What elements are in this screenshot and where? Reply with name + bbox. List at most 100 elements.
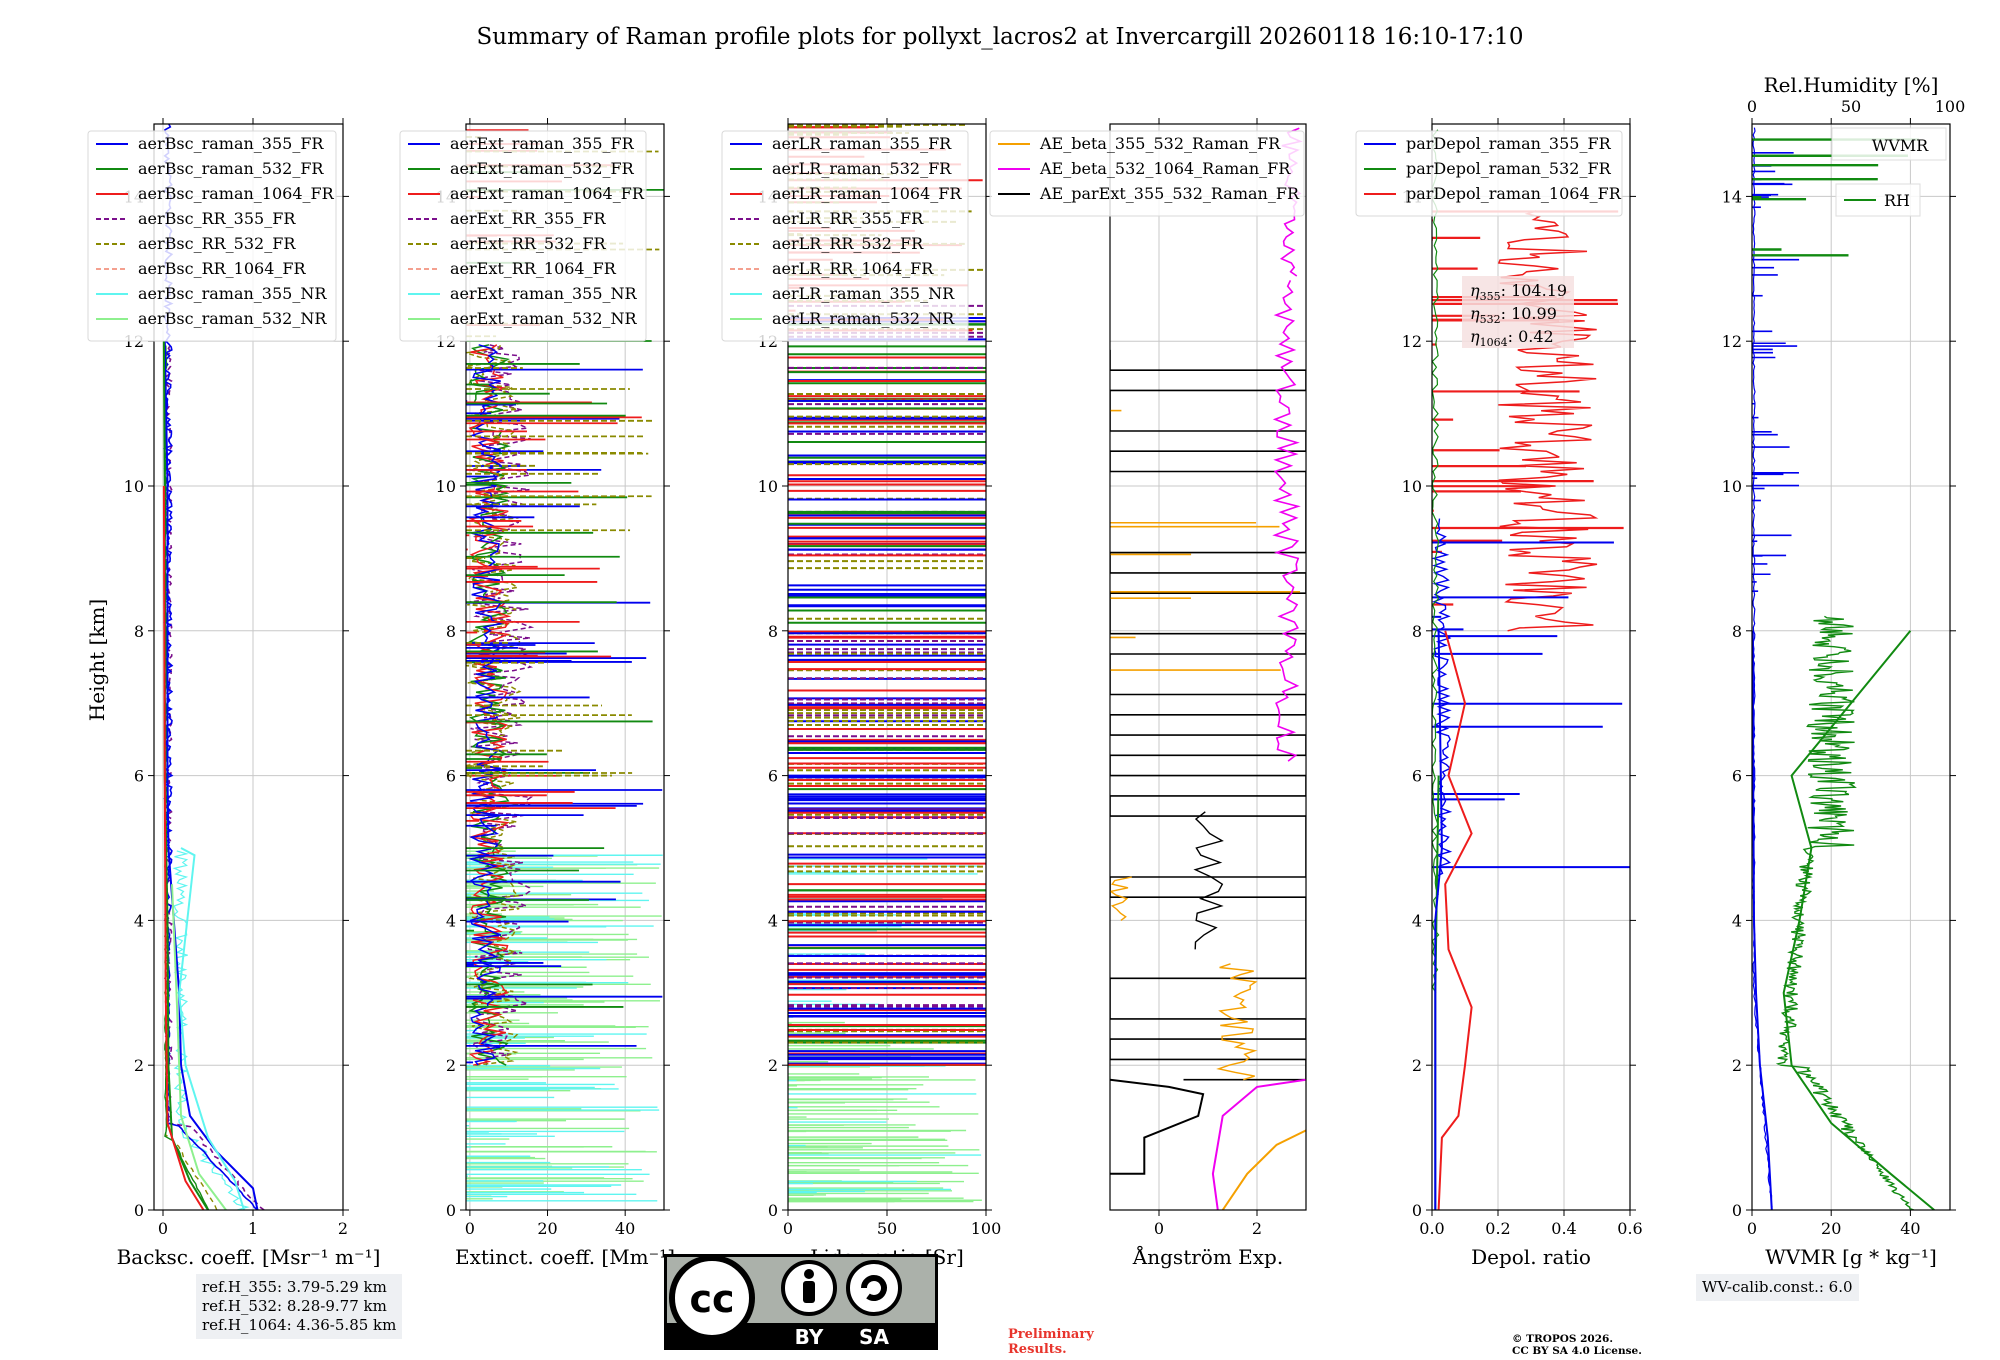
legend-label: aerBsc_RR_355_FR [138,209,296,228]
legend-ext: aerExt_raman_355_FR aerExt_raman_532_FRae… [399,130,647,342]
series-parDepol_raman_355_FR [1434,630,1443,1210]
legend-label: aerLR_raman_1064_FR [772,184,962,203]
y-tick-label: 12 [1722,332,1742,351]
eta-1064: η1064: 0.42 [1470,327,1554,349]
bsc-532-fr-noise [164,345,210,1210]
legend-label: aerBsc_raman_355_NR [138,284,327,303]
depol-532-noise [1432,129,1440,994]
series-AE_beta_532_1064_Raman_FR [1211,1078,1306,1210]
y-tick-label: 0 [446,1201,456,1220]
copyright-line-1: © TROPOS 2026. [1512,1333,1614,1345]
y-tick-label: 2 [768,1056,778,1075]
legend-box [1355,130,1623,217]
sa-share-arrow [861,1275,887,1301]
x-tick-label: 100 [971,1219,1002,1238]
copyright-note: © TROPOS 2026. CC BY SA 4.0 License. [1512,1333,1642,1357]
legend-label: parDepol_raman_355_FR [1406,134,1612,153]
legend-label: aerBsc_RR_532_FR [138,234,296,253]
legend-label: RH [1884,191,1910,210]
legend-label: AE_parExt_355_532_Raman_FR [1039,184,1300,203]
series-group-ae [1110,127,1306,1210]
ae-parext-noise [1193,811,1224,950]
y-tick-label: 4 [768,911,778,930]
series-group-lr [788,124,986,1203]
legend-label: aerBsc_raman_1064_FR [138,184,335,203]
x-tick-label: 0 [1747,1219,1757,1238]
by-person-head [804,1269,814,1279]
series-group-bsc [162,124,265,1210]
y-tick-label: 2 [1732,1056,1742,1075]
x-tick-label: 0 [465,1219,475,1238]
x-tick-label: 40 [1900,1219,1920,1238]
x-tick-label: 2 [1252,1219,1262,1238]
legend-label: WVMR [1872,136,1929,155]
eta-532: η532: 10.99 [1470,304,1557,326]
y-tick-label: 6 [1732,767,1742,786]
copyright-line-2: CC BY SA 4.0 License. [1512,1345,1642,1357]
x-tick-label: 20 [537,1219,557,1238]
preliminary-line-1: Preliminary [1008,1327,1094,1342]
axes-frame [1109,123,1307,1211]
figure-title: Summary of Raman profile plots for polly… [477,24,1524,50]
legend-label: aerExt_raman_532_NR [450,309,638,328]
y-axis-label: Height [km] [85,599,109,721]
top-axis-label: Rel.Humidity [%] [1764,73,1939,97]
legend-label: aerExt_raman_355_FR [450,134,635,153]
x-tick-label: 1 [248,1219,258,1238]
cc-logo-icon [669,1255,755,1341]
legend-wv: WVMR [1831,127,1947,161]
legend-box [87,130,337,342]
legend-label: aerExt_raman_532_FR [450,159,635,178]
x-tick-label: 50 [877,1219,897,1238]
legend-label: aerExt_RR_1064_FR [450,259,617,278]
series-group-depol [1432,129,1630,1210]
series-AE_beta_355_532_Raman_FR [1221,1129,1306,1210]
axes-frame [1751,123,1951,1211]
legend-label: aerLR_RR_355_FR [772,209,924,228]
cc-sa-label: SA [859,1325,889,1349]
bsc-355-nr-noise [172,850,250,1210]
y-tick-label: 4 [1732,911,1742,930]
y-tick-label: 0 [1732,1201,1742,1220]
y-tick-label: 2 [1412,1056,1422,1075]
legend-ae: AE_beta_355_532_Raman_FR AE_beta_532_1064… [989,130,1305,217]
rh-noise [1775,615,1915,1210]
legend-label: aerBsc_RR_1064_FR [138,259,307,278]
depol-1064-upper [1497,210,1599,632]
x-tick-label: 0.6 [1617,1219,1642,1238]
series-aerBsc_raman_355_FR [163,341,259,1210]
axes-frame [1431,123,1631,1211]
series-aerBsc_raman_355_NR [178,847,245,1210]
ref-height-355: ref.H_355: 3.79-5.29 km [202,1278,387,1296]
sa-share-icon [846,1260,902,1316]
legend-box [399,130,647,342]
y-tick-label: 6 [1412,767,1422,786]
legend-box [1831,127,1947,161]
x-axis-label: Backsc. coeff. [Msr⁻¹ m⁻¹] [117,1245,381,1269]
legend-label: aerExt_raman_1064_FR [450,184,645,203]
series-AE_parExt_355_532_Raman_FR [1110,1078,1205,1175]
x-tick-label: 40 [615,1219,635,1238]
legend-box [989,130,1305,217]
wvmr-noise [1752,127,1773,1210]
legend-label: AE_beta_355_532_Raman_FR [1039,134,1281,153]
cc-logo-text: cc [689,1277,734,1321]
y-tick-label: 0 [768,1201,778,1220]
legend-label: aerBsc_raman_532_FR [138,159,324,178]
y-tick-label: 8 [134,622,144,641]
annotation-box [1462,276,1574,348]
x-axis-label: Extinct. coeff. [Mm⁻¹] [455,1245,675,1269]
legend-label: aerExt_RR_355_FR [450,209,607,228]
series-aerBsc_raman_1064_FR [162,485,205,1210]
panel-lr: 050100Lidar ratio [Sr]02468101214aerLR_r… [721,118,1002,1269]
legend-label: aerExt_raman_355_NR [450,284,638,303]
axes-frame [153,123,344,1211]
legend-label: aerLR_RR_532_FR [772,234,924,253]
x-tick-label: 0 [783,1219,793,1238]
axes-frame [465,123,665,1211]
series-group-ext [466,129,664,1202]
